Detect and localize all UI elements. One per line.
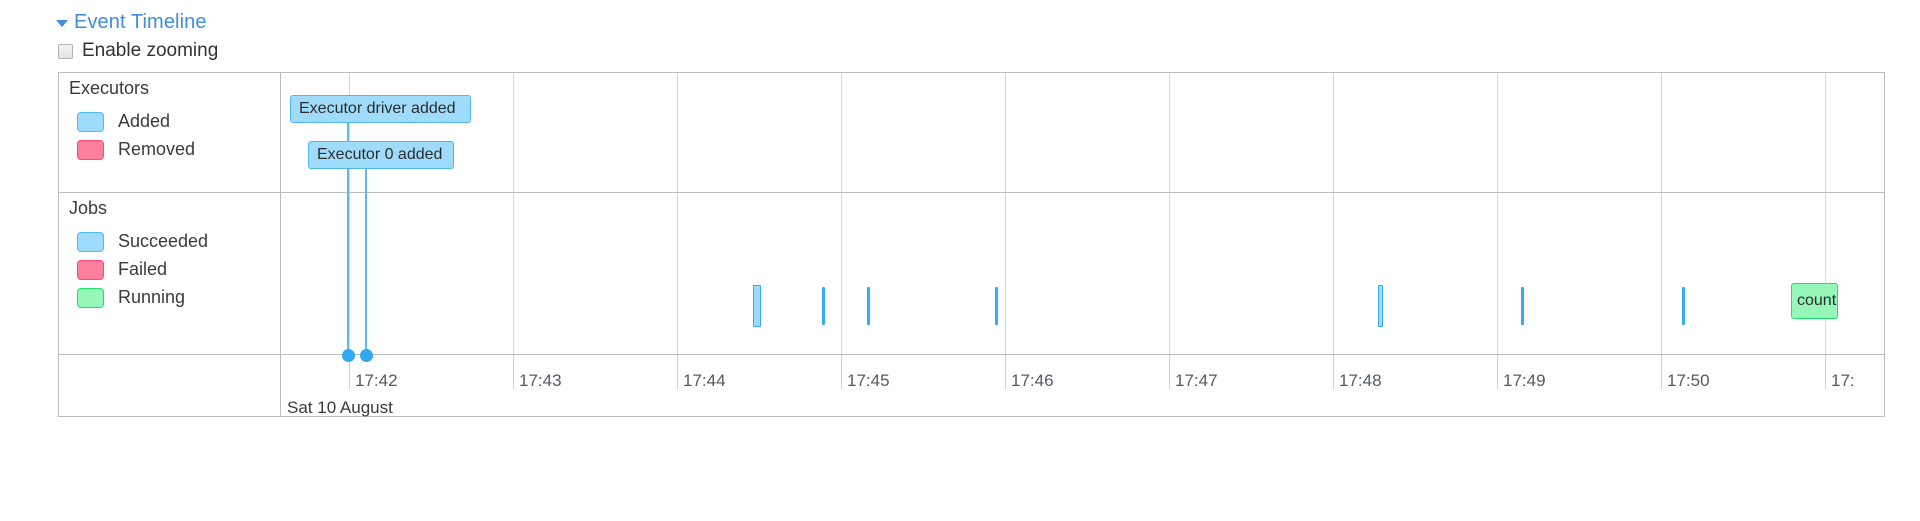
axis-tick-label: 17:42 <box>355 371 398 390</box>
caret-down-icon <box>56 19 68 27</box>
band-jobs-legend: Jobs Succeeded Failed Running <box>59 193 281 354</box>
swatch-failed-icon <box>77 259 104 280</box>
band-executors: Executors Added Removed <box>59 73 1884 193</box>
axis-tick-label: 17:45 <box>847 371 890 390</box>
event-executor-0-added[interactable]: Executor 0 added <box>308 141 454 169</box>
axis-tick-label: 17:50 <box>1667 371 1710 390</box>
axis-tick-label: 17: <box>1831 371 1855 390</box>
event-stem-driver-lower <box>347 193 349 355</box>
band-jobs-title: Jobs <box>69 198 108 218</box>
event-dot-executor-0[interactable] <box>360 349 373 362</box>
swatch-added-icon <box>77 111 104 132</box>
enable-zooming-label: Enable zooming <box>82 40 219 61</box>
swatch-succeeded-icon <box>77 231 104 252</box>
legend-label-failed: Failed <box>118 259 168 279</box>
axis-tick-label: 17:48 <box>1339 371 1382 390</box>
enable-zooming-checkbox[interactable] <box>58 43 73 59</box>
axis-label-spacer <box>59 355 281 416</box>
job-tick[interactable] <box>1682 287 1685 325</box>
legend-item-added[interactable]: Added <box>77 111 170 132</box>
swatch-running-icon <box>77 287 104 308</box>
legend-item-failed[interactable]: Failed <box>77 259 167 280</box>
band-executors-gridlines <box>281 73 1884 192</box>
event-stem-executor-0 <box>365 169 367 193</box>
legend-label-running: Running <box>118 287 186 307</box>
event-executor-driver-added[interactable]: Executor driver added <box>290 95 471 123</box>
axis-date-label: Sat 10 August <box>287 398 393 417</box>
axis-tick-label: 17:44 <box>683 371 726 390</box>
job-tick[interactable] <box>1521 287 1524 325</box>
timeline-chart[interactable]: Executors Added Removed <box>58 72 1885 417</box>
legend-item-running[interactable]: Running <box>77 287 185 308</box>
job-tick[interactable] <box>1378 285 1383 327</box>
band-executors-title: Executors <box>69 78 150 98</box>
job-tick[interactable] <box>753 285 761 327</box>
job-tick[interactable] <box>867 287 870 325</box>
axis-tick-label: 17:49 <box>1503 371 1546 390</box>
band-executors-legend: Executors Added Removed <box>59 73 281 192</box>
legend-label-succeeded: Succeeded <box>118 231 209 251</box>
job-tick[interactable] <box>822 287 825 325</box>
band-jobs: Jobs Succeeded Failed Running <box>59 193 1884 355</box>
axis-tick-label: 17:43 <box>519 371 562 390</box>
job-tick[interactable] <box>995 287 998 325</box>
swatch-removed-icon <box>77 139 104 160</box>
legend-label-added: Added <box>118 111 171 131</box>
axis-tick-label: 17:46 <box>1011 371 1054 390</box>
event-timeline-toggle[interactable]: Event Timeline <box>56 11 207 33</box>
enable-zooming-row[interactable]: Enable zooming <box>58 41 218 61</box>
axis-tick-label: 17:47 <box>1175 371 1218 390</box>
legend-item-removed[interactable]: Removed <box>77 139 195 160</box>
band-jobs-gridlines <box>281 193 1884 354</box>
event-stem-executor-0-lower <box>365 193 367 355</box>
event-dot-driver[interactable] <box>342 349 355 362</box>
time-axis: 17:42 17:43 17:44 17:45 17:46 17:47 17:4… <box>59 349 1884 417</box>
legend-label-removed: Removed <box>118 139 196 159</box>
page-title: Event Timeline <box>74 11 207 33</box>
event-job-count[interactable]: count <box>1791 283 1838 319</box>
legend-item-succeeded[interactable]: Succeeded <box>77 231 208 252</box>
